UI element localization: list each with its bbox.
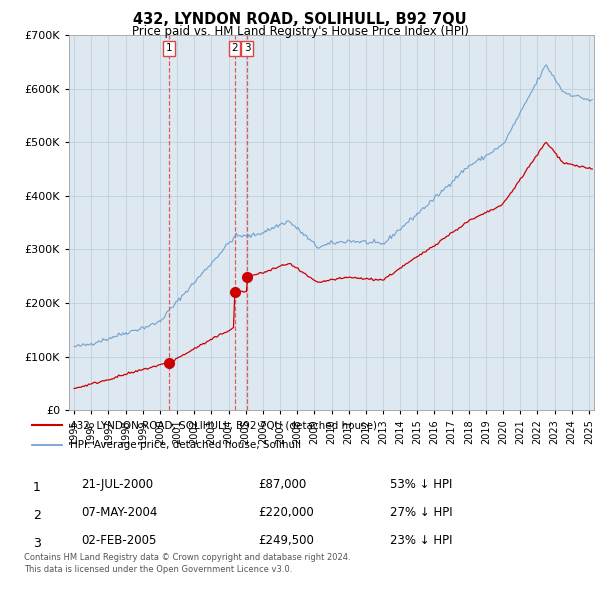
Text: 02-FEB-2005: 02-FEB-2005 (81, 534, 157, 548)
Text: HPI: Average price, detached house, Solihull: HPI: Average price, detached house, Soli… (70, 440, 301, 450)
Text: 3: 3 (244, 44, 251, 54)
Text: This data is licensed under the Open Government Licence v3.0.: This data is licensed under the Open Gov… (24, 565, 292, 574)
Text: 1: 1 (32, 481, 41, 494)
Text: 432, LYNDON ROAD, SOLIHULL, B92 7QU (detached house): 432, LYNDON ROAD, SOLIHULL, B92 7QU (det… (70, 421, 377, 430)
Text: Price paid vs. HM Land Registry's House Price Index (HPI): Price paid vs. HM Land Registry's House … (131, 25, 469, 38)
Text: 21-JUL-2000: 21-JUL-2000 (81, 478, 153, 491)
Text: 432, LYNDON ROAD, SOLIHULL, B92 7QU: 432, LYNDON ROAD, SOLIHULL, B92 7QU (133, 12, 467, 27)
Text: 53% ↓ HPI: 53% ↓ HPI (390, 478, 452, 491)
Text: £87,000: £87,000 (258, 478, 306, 491)
Text: £249,500: £249,500 (258, 534, 314, 548)
Text: 2: 2 (231, 44, 238, 54)
Text: £220,000: £220,000 (258, 506, 314, 519)
Text: Contains HM Land Registry data © Crown copyright and database right 2024.: Contains HM Land Registry data © Crown c… (24, 553, 350, 562)
Text: 3: 3 (32, 537, 41, 550)
Text: 2: 2 (32, 509, 41, 522)
Text: 27% ↓ HPI: 27% ↓ HPI (390, 506, 452, 519)
Text: 23% ↓ HPI: 23% ↓ HPI (390, 534, 452, 548)
Text: 1: 1 (166, 44, 173, 54)
Text: 07-MAY-2004: 07-MAY-2004 (81, 506, 157, 519)
